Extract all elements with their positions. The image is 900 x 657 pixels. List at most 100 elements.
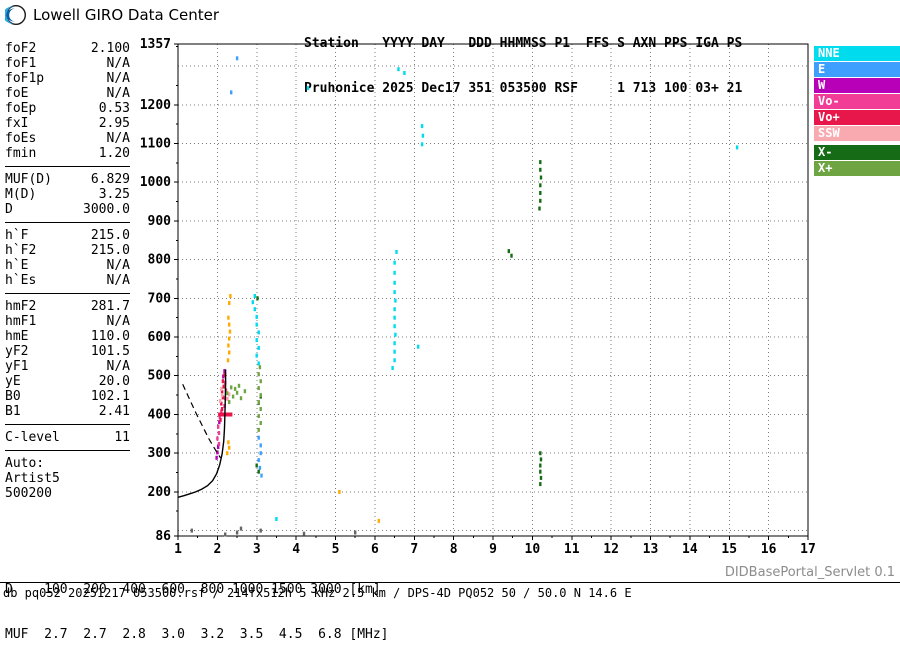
param-name: C-level (5, 430, 60, 445)
param-value: 2.41 (98, 404, 130, 419)
lowell-giro-logo-icon (5, 4, 27, 26)
panel-separator (5, 450, 130, 451)
legend-entry-Vo-: Vo- (814, 94, 900, 109)
param-name: yF2 (5, 344, 29, 359)
param-value: 215.0 (90, 228, 130, 243)
param-row: yE 20.0 (5, 374, 130, 389)
svg-text:200: 200 (148, 485, 172, 500)
param-name: foF1 (5, 56, 37, 71)
grid-lines (178, 44, 808, 536)
param-row: foEp 0.53 (5, 101, 130, 116)
param-value: 2.95 (98, 116, 130, 131)
svg-text:800: 800 (148, 253, 172, 268)
plot-frame (177, 43, 809, 537)
param-value: 101.5 (90, 344, 130, 359)
param-name: D (5, 202, 13, 217)
svg-text:1000: 1000 (140, 175, 171, 190)
svg-text:300: 300 (148, 446, 172, 461)
direction-legend: NNE E W Vo- Vo+ SSW X- X+ (814, 46, 900, 177)
param-value: 215.0 (90, 243, 130, 258)
svg-text:3: 3 (253, 542, 261, 557)
svg-text:17: 17 (800, 542, 816, 557)
param-value: N/A (106, 273, 130, 288)
param-name: foF2 (5, 41, 37, 56)
param-row: h`F 215.0 (5, 228, 130, 243)
muf-row: MUF 2.7 2.7 2.8 3.0 3.2 3.5 4.5 6.8 [MHz… (5, 627, 389, 642)
legend-entry-NNE: NNE (814, 46, 900, 61)
svg-text:15: 15 (721, 542, 737, 557)
legend-entry-E: E (814, 62, 900, 77)
footer-divider (0, 582, 900, 583)
param-row: C-level 11 (5, 430, 130, 445)
svg-text:6: 6 (371, 542, 379, 557)
auto-line: Auto: (5, 456, 45, 471)
legend-entry-W: W (814, 78, 900, 93)
svg-text:5: 5 (332, 542, 340, 557)
param-value: 102.1 (90, 389, 130, 404)
status-bar: db pq052 20251217 053500.rsf / 214fx512h… (3, 586, 632, 600)
panel-separator (5, 166, 130, 167)
param-value: 6.829 (90, 172, 130, 187)
param-value: N/A (106, 314, 130, 329)
svg-text:14: 14 (682, 542, 698, 557)
param-name: hmF1 (5, 314, 37, 329)
param-row: h`F2 215.0 (5, 243, 130, 258)
servlet-version: DIDBasePortal_Servlet 0.1 (724, 565, 895, 580)
param-value: 0.53 (98, 101, 130, 116)
axis-ticks-and-labels: 1 2 3 4 5 6 7 8 9 10 11 12 13 14 15 16 17135712001100100… (140, 37, 816, 557)
param-name: foEs (5, 131, 37, 146)
ionogram-plot: 1 2 3 4 5 6 7 8 9 10 11 12 13 14 15 16 17135712001100100… (140, 37, 816, 557)
param-name: h`F2 (5, 243, 37, 258)
svg-text:2: 2 (213, 542, 221, 557)
parameter-panel: foF2 2.100 foF1 N/A foF1p N/A foE N/A foEp 0.53 fx… (5, 41, 130, 501)
param-value: N/A (106, 131, 130, 146)
svg-text:11: 11 (564, 542, 580, 557)
param-row: foF1p N/A (5, 71, 130, 86)
svg-text:4: 4 (292, 542, 300, 557)
param-row: D 3000.0 (5, 202, 130, 217)
profile-extrapolation (182, 384, 221, 459)
giro-ionogram-page: { "header": { "brand": "Lowell GIRO Data… (0, 4, 900, 642)
svg-text:900: 900 (148, 214, 172, 229)
param-name: h`Es (5, 273, 37, 288)
param-row: foEs N/A (5, 131, 130, 146)
param-value: N/A (106, 56, 130, 71)
d-row: D 100 200 400 600 800 1000 1500 3000 [km… (5, 582, 381, 597)
svg-text:400: 400 (148, 407, 172, 422)
svg-text:12: 12 (603, 542, 619, 557)
legend-entry-X+: X+ (814, 161, 900, 176)
param-value: N/A (106, 86, 130, 101)
param-row: M(D) 3.25 (5, 187, 130, 202)
svg-text:10: 10 (525, 542, 541, 557)
param-name: B0 (5, 389, 21, 404)
param-row: fxI 2.95 (5, 116, 130, 131)
param-row: foF1 N/A (5, 56, 130, 71)
svg-text:7: 7 (410, 542, 418, 557)
param-row: hmF2 281.7 (5, 299, 130, 314)
param-row: h`E N/A (5, 258, 130, 273)
param-value: 2.100 (90, 41, 130, 56)
svg-text:1100: 1100 (140, 136, 171, 151)
auto-line: Artist5 (5, 471, 60, 486)
param-name: foF1p (5, 71, 45, 86)
param-value: 1.20 (98, 146, 130, 161)
brand: Lowell GIRO Data Center (5, 4, 219, 26)
param-row: fmin 1.20 (5, 146, 130, 161)
param-name: MUF(D) (5, 172, 52, 187)
param-name: B1 (5, 404, 21, 419)
station-header: Station YYYY DAY DDD HHMMSS P1 FFS S AXN… (304, 6, 742, 111)
profile-curve (177, 369, 227, 498)
param-value: 3000.0 (83, 202, 130, 217)
svg-text:1: 1 (174, 542, 182, 557)
station-header-values: Pruhonice 2025 Dec17 351 053500 RSF 1 71… (304, 81, 743, 96)
param-name: hmF2 (5, 299, 37, 314)
svg-text:600: 600 (148, 330, 172, 345)
svg-text:13: 13 (643, 542, 659, 557)
param-row: h`Es N/A (5, 273, 130, 288)
param-value: N/A (106, 71, 130, 86)
param-row: MUF(D) 6.829 (5, 172, 130, 187)
param-value: N/A (106, 258, 130, 273)
param-name: foE (5, 86, 29, 101)
param-row: B0 102.1 (5, 389, 130, 404)
param-name: h`E (5, 258, 29, 273)
